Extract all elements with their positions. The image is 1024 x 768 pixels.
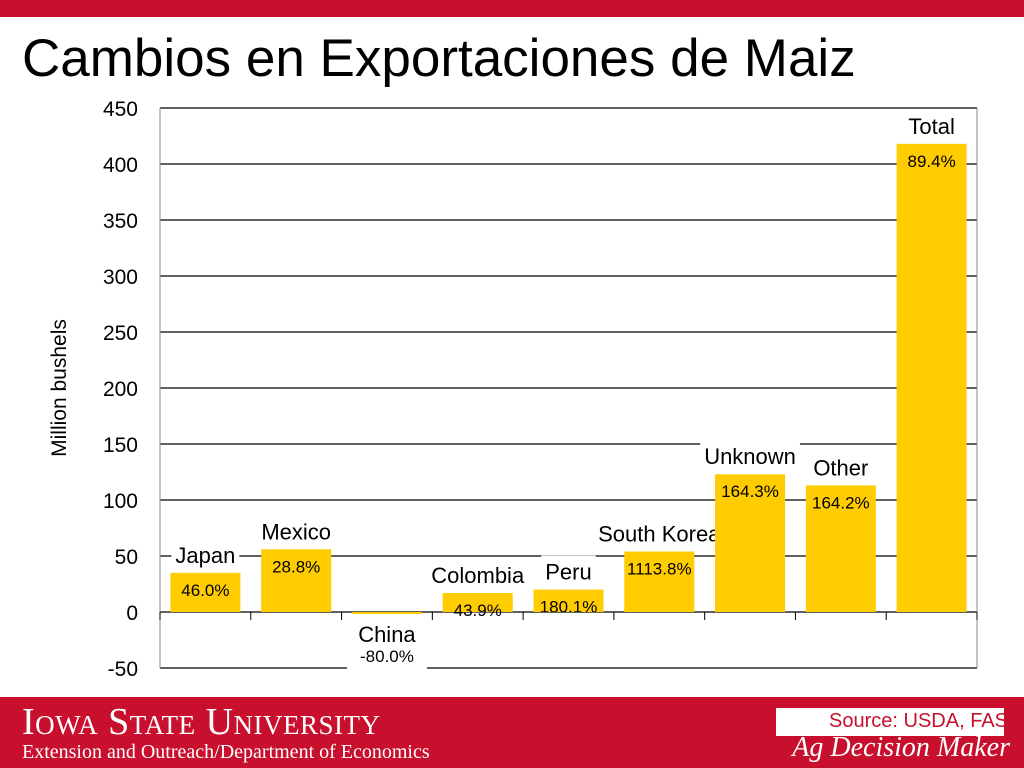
y-tick-label: 450 (103, 98, 138, 121)
data-label-mexico: 28.8% (272, 557, 320, 576)
data-label-china: -80.0% (360, 647, 414, 666)
source-box (776, 708, 1004, 736)
category-label-mexico: Mexico (261, 519, 331, 544)
category-label-bg (594, 517, 725, 548)
category-label-japan: Japan (175, 543, 235, 568)
y-tick-label: 300 (103, 266, 138, 289)
category-label-total: Total (908, 114, 954, 139)
data-label-japan: 46.0% (181, 581, 229, 600)
category-label-bg (809, 451, 873, 482)
y-tick-label: 400 (103, 154, 138, 177)
bar-japan (170, 572, 241, 612)
category-label-bg (346, 620, 427, 678)
brand-name: Ag Decision Maker (792, 732, 1010, 763)
data-label-other: 164.2% (812, 493, 870, 512)
category-label-bg (541, 555, 596, 586)
top-accent-bar (0, 0, 1024, 17)
category-label-colombia: Colombia (431, 563, 525, 588)
source-text: Source: USDA, FAS (829, 710, 1008, 732)
bar-peru (533, 589, 604, 612)
bar-colombia (442, 592, 513, 612)
y-tick-label: -50 (108, 658, 138, 681)
y-tick-label: 200 (103, 378, 138, 401)
bar-chart: 450 400 350 300 250 200 150 100 50 0 -50 Million bu… (48, 98, 978, 681)
category-label-china: China (358, 622, 416, 647)
bar-south-korea (624, 551, 695, 612)
slide-title: Cambios en Exportaciones de Maiz (22, 29, 856, 88)
category-label-south-korea: South Korea (598, 522, 721, 547)
y-tick-label: 350 (103, 210, 138, 233)
category-label-bg (427, 558, 529, 589)
y-tick-label: 0 (126, 602, 138, 625)
bar-mexico (261, 549, 332, 612)
category-label-bg (700, 440, 800, 471)
data-label-unknown: 164.3% (721, 482, 779, 501)
department-name: Extension and Outreach/Department of Eco… (22, 741, 430, 763)
category-label-bg (171, 538, 240, 569)
y-tick-label: 250 (103, 322, 138, 345)
category-label-other: Other (813, 455, 868, 480)
category-label-bg (904, 109, 959, 140)
category-label-bg (257, 515, 336, 546)
data-label-south-korea: 1113.8% (627, 560, 692, 579)
bar-china (351, 612, 422, 614)
bar-other (805, 485, 876, 612)
university-name: Iowa State University (22, 701, 381, 743)
data-label-peru: 180.1% (540, 598, 598, 617)
bar-unknown (715, 474, 786, 612)
data-label-total: 89.4% (908, 152, 956, 171)
y-tick-label: 150 (103, 434, 138, 457)
category-label-peru: Peru (545, 560, 591, 585)
bar-total (896, 143, 967, 612)
category-label-unknown: Unknown (704, 444, 796, 469)
y-tick-label: 100 (103, 490, 138, 513)
y-tick-label: 50 (115, 546, 138, 569)
y-axis-title: Million bushels (48, 319, 71, 457)
data-label-colombia: 43.9% (454, 601, 502, 620)
